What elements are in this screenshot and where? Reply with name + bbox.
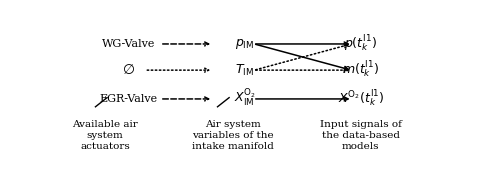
FancyArrowPatch shape <box>162 97 208 101</box>
FancyArrowPatch shape <box>256 42 348 46</box>
Text: $p(t_k^{\mathrm{I1}})$: $p(t_k^{\mathrm{I1}})$ <box>344 34 378 54</box>
Text: $X_{\mathrm{IM}}^{\mathrm{O_2}}$: $X_{\mathrm{IM}}^{\mathrm{O_2}}$ <box>234 88 256 109</box>
Text: WG-Valve: WG-Valve <box>102 39 155 49</box>
Text: $\emptyset$: $\emptyset$ <box>122 63 135 77</box>
FancyArrowPatch shape <box>162 42 208 46</box>
Text: EGR-Valve: EGR-Valve <box>100 94 158 104</box>
FancyArrowPatch shape <box>256 68 348 72</box>
FancyArrowPatch shape <box>256 44 348 70</box>
Text: $p_{\mathrm{IM}}$: $p_{\mathrm{IM}}$ <box>235 37 254 51</box>
Text: Air system
variables of the
intake manifold: Air system variables of the intake manif… <box>192 120 274 151</box>
FancyArrowPatch shape <box>256 97 348 101</box>
Text: Available air
system
actuators: Available air system actuators <box>72 120 138 151</box>
FancyArrowPatch shape <box>256 44 348 70</box>
Text: Input signals of
the data-based
models: Input signals of the data-based models <box>320 120 402 151</box>
Text: $T_{\mathrm{IM}}$: $T_{\mathrm{IM}}$ <box>235 63 254 78</box>
Text: $X^{\mathrm{O_2}}(t_k^{\mathrm{I1}})$: $X^{\mathrm{O_2}}(t_k^{\mathrm{I1}})$ <box>338 89 384 109</box>
FancyArrowPatch shape <box>147 68 208 72</box>
Text: $m(t_k^{\mathrm{I1}})$: $m(t_k^{\mathrm{I1}})$ <box>342 60 380 80</box>
